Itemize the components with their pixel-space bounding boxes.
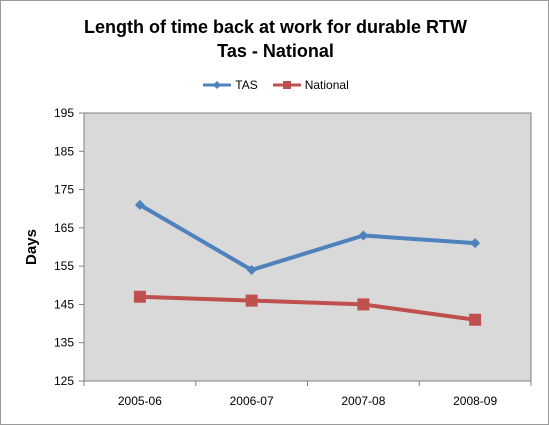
y-tick-label-6: 185 [54,144,74,158]
legend: TAS National [1,78,549,92]
legend-marker-national [272,81,301,89]
series-line-tas [138,203,476,272]
y-tick-label-1: 135 [54,336,74,350]
legend-item-national: National [272,78,349,92]
chart-title: Length of time back at work for durable … [83,17,468,37]
point-national-3 [469,313,482,326]
chart-title-block: Length of time back at work for durable … [1,15,549,63]
y-tick-label-7: 195 [54,106,74,120]
point-tas-2 [358,230,369,241]
y-tick-label-5: 175 [54,183,74,197]
point-tas-0 [134,199,145,210]
x-tick-label-0: 2005-06 [118,394,162,408]
y-tick-label-3: 155 [54,259,74,273]
plot-area [83,112,532,382]
x-tick-label-2: 2007-08 [341,394,385,408]
y-tick-label-2: 145 [54,297,74,311]
x-tick-label-1: 2006-07 [230,394,274,408]
point-tas-1 [246,264,257,275]
y-axis-label: Days [23,229,40,265]
point-national-2 [357,298,370,311]
y-tick-label-4: 165 [54,221,74,235]
legend-label-national: National [304,78,349,92]
series-line-national [139,294,476,322]
chart-subtitle: Tas - National [217,41,334,61]
y-tick-label-0: 125 [54,374,74,388]
x-tick-label-3: 2008-09 [453,394,497,408]
legend-label-tas: TAS [235,78,258,92]
point-national-0 [133,290,146,303]
legend-item-tas: TAS [202,78,258,92]
legend-marker-tas [203,81,232,89]
point-national-1 [245,294,258,307]
point-tas-3 [470,238,481,249]
